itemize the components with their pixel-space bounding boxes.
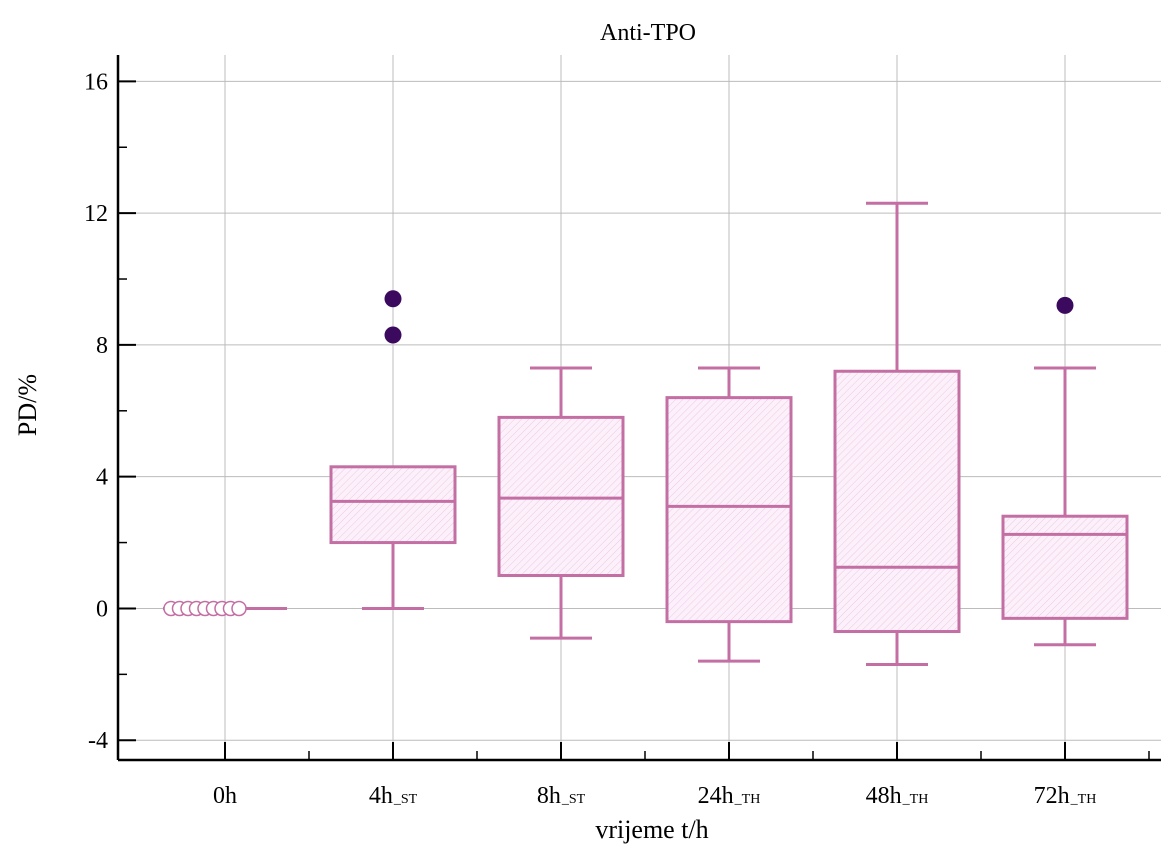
- box-group-8h: [499, 368, 623, 638]
- y-tick-label: 12: [84, 201, 108, 227]
- chart-title: Anti-TPO: [600, 20, 696, 46]
- zero-marker: [232, 601, 246, 615]
- x-tick-label: 24h_TH: [698, 783, 761, 809]
- iqr-box: [499, 417, 623, 575]
- outlier-point: [385, 327, 402, 344]
- x-tick-label: 4h_ST: [369, 783, 418, 809]
- box-group-0h: [163, 601, 287, 615]
- y-axis-label: PD/%: [13, 374, 42, 436]
- box-group-24h: [667, 368, 791, 661]
- iqr-box: [331, 467, 455, 543]
- y-tick-label: 0: [96, 596, 108, 622]
- outlier-point: [385, 290, 402, 307]
- grid-lines: [118, 55, 1161, 760]
- box-group-48h: [835, 203, 959, 664]
- y-tick-label: 16: [84, 69, 108, 95]
- outlier-point: [1057, 297, 1074, 314]
- x-tick-label: 48h_TH: [866, 783, 929, 809]
- iqr-box: [835, 371, 959, 631]
- x-tick-label: 8h_ST: [537, 783, 586, 809]
- x-tick-label: 0h: [213, 783, 237, 809]
- y-tick-label: 4: [96, 465, 108, 491]
- x-axis-label: vrijeme t/h: [595, 815, 708, 844]
- iqr-box: [667, 398, 791, 622]
- axes: [118, 55, 1161, 760]
- boxes: [163, 203, 1127, 664]
- y-tick-label: 8: [96, 333, 108, 359]
- y-tick-label: -4: [88, 728, 108, 754]
- iqr-box: [1003, 516, 1127, 618]
- x-tick-label: 72h_TH: [1034, 783, 1097, 809]
